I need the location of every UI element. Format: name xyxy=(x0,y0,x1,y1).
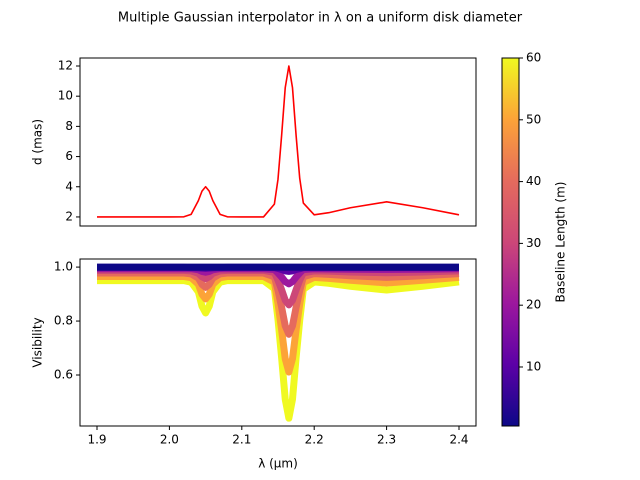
y-axis-label: Visibility xyxy=(31,317,45,367)
colorbar-label: Baseline Length (m) xyxy=(554,182,568,303)
x-tick-label: 1.9 xyxy=(87,433,106,447)
x-tick-label: 2.4 xyxy=(449,433,468,447)
y-tick-label: 2 xyxy=(65,209,73,223)
x-tick-label: 2.0 xyxy=(160,433,179,447)
y-tick-label: 10 xyxy=(58,89,73,103)
axes-frame xyxy=(79,57,477,227)
y-axis-label: d (mas) xyxy=(31,119,45,165)
figure-title: Multiple Gaussian interpolator in λ on a… xyxy=(118,11,523,26)
axes-frame xyxy=(79,258,477,427)
x-axis-label: λ (μm) xyxy=(258,457,298,471)
x-tick-label: 2.3 xyxy=(377,433,396,447)
colorbar-tick-label: 50 xyxy=(526,112,541,126)
colorbar-tick-label: 20 xyxy=(526,298,541,312)
colorbar-tick-label: 30 xyxy=(526,236,541,250)
y-tick-label: 0.8 xyxy=(54,314,73,328)
colorbar xyxy=(501,57,520,427)
data-line xyxy=(97,65,460,218)
colorbar-tick-label: 60 xyxy=(526,51,541,65)
y-tick-label: 0.6 xyxy=(54,368,73,382)
y-tick-label: 4 xyxy=(65,179,73,193)
colorbar-tick-label: 10 xyxy=(526,359,541,373)
y-tick-label: 1.0 xyxy=(54,260,73,274)
y-tick-label: 8 xyxy=(65,119,73,133)
x-tick-label: 2.1 xyxy=(232,433,251,447)
x-tick-label: 2.2 xyxy=(305,433,324,447)
colorbar-tick-label: 40 xyxy=(526,174,541,188)
y-tick-label: 6 xyxy=(65,149,73,163)
y-tick-label: 12 xyxy=(58,59,73,73)
